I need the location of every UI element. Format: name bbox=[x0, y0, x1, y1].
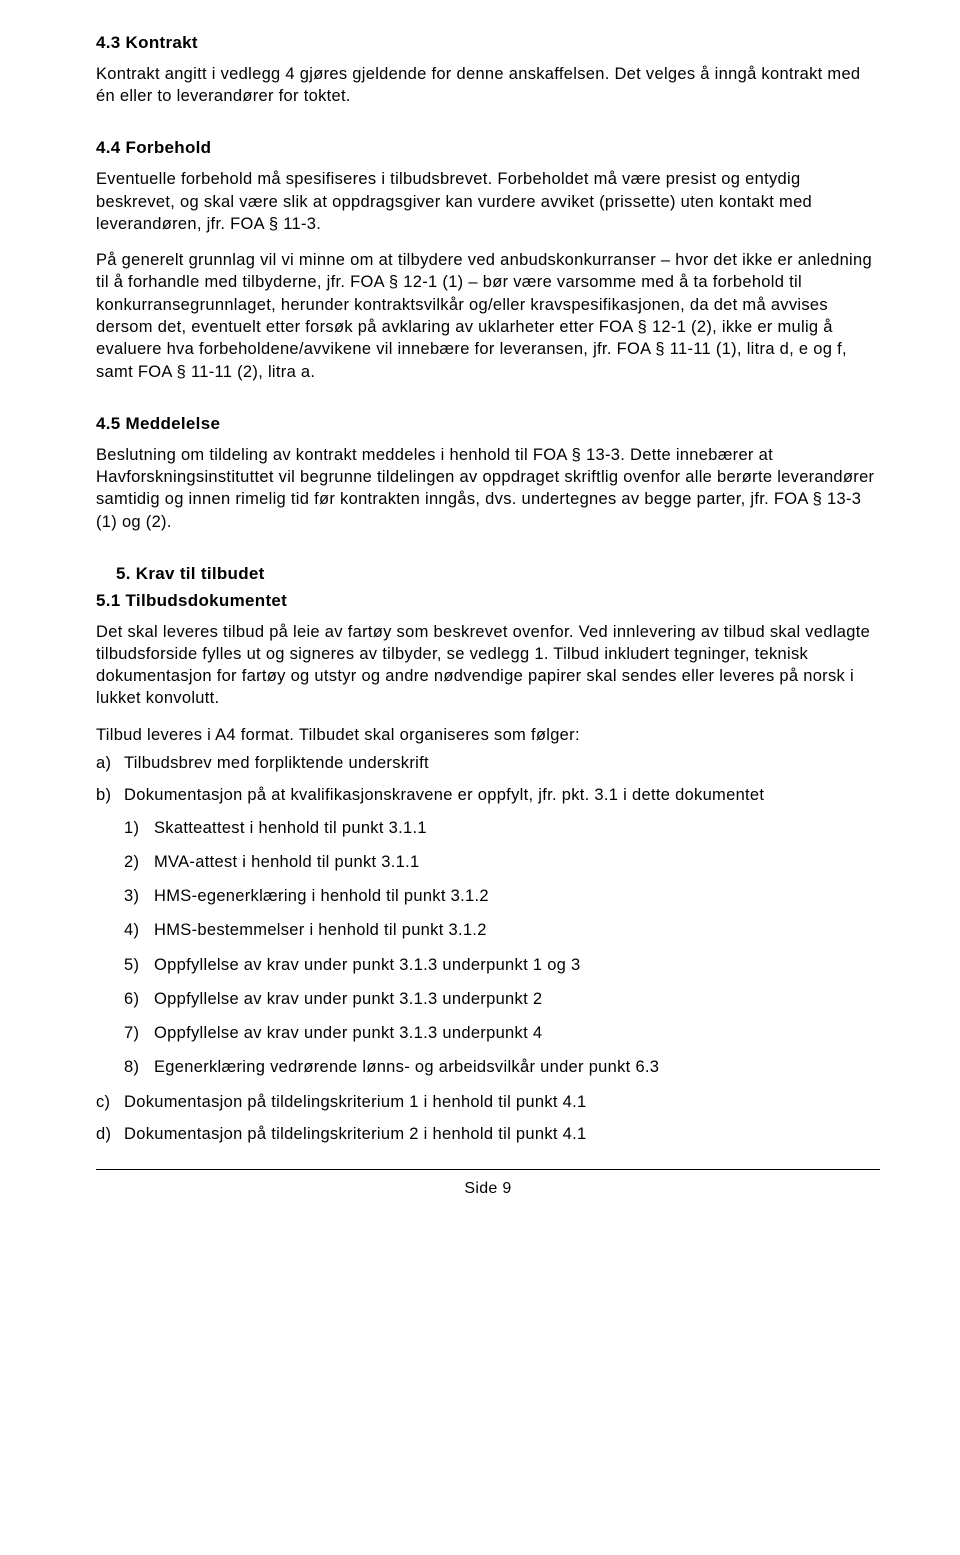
list-item-b1-text: Skatteattest i henhold til punkt 3.1.1 bbox=[154, 819, 427, 837]
list-item-b8: Egenerklæring vedrørende lønns- og arbei… bbox=[154, 1056, 880, 1078]
list-item-c-text: Dokumentasjon på tildelingskriterium 1 i… bbox=[124, 1093, 587, 1111]
list-item-b5-text: Oppfyllelse av krav under punkt 3.1.3 un… bbox=[154, 956, 581, 974]
list-item-b: Dokumentasjon på at kvalifikasjonskraven… bbox=[124, 784, 880, 1078]
list-item-b6: Oppfyllelse av krav under punkt 3.1.3 un… bbox=[154, 988, 880, 1010]
heading-5-1: 5.1 Tilbudsdokumentet bbox=[96, 590, 880, 613]
list-item-c: Dokumentasjon på tildelingskriterium 1 i… bbox=[124, 1091, 880, 1113]
list-alpha: Tilbudsbrev med forpliktende underskrift… bbox=[96, 752, 880, 1145]
section-5: 5. Krav til tilbudet bbox=[96, 563, 880, 586]
heading-5: 5. Krav til tilbudet bbox=[116, 563, 880, 586]
list-item-d-text: Dokumentasjon på tildelingskriterium 2 i… bbox=[124, 1125, 587, 1143]
list-item-b8-text: Egenerklæring vedrørende lønns- og arbei… bbox=[154, 1058, 659, 1076]
footer-rule bbox=[96, 1169, 880, 1170]
section-4-5: 4.5 Meddelelse Beslutning om tildeling a… bbox=[96, 413, 880, 533]
list-item-b3: HMS-egenerklæring i henhold til punkt 3.… bbox=[154, 885, 880, 907]
list-item-b5: Oppfyllelse av krav under punkt 3.1.3 un… bbox=[154, 954, 880, 976]
list-item-b3-text: HMS-egenerklæring i henhold til punkt 3.… bbox=[154, 887, 489, 905]
list-numeric: Skatteattest i henhold til punkt 3.1.1 M… bbox=[124, 817, 880, 1079]
list-item-b2-text: MVA-attest i henhold til punkt 3.1.1 bbox=[154, 853, 419, 871]
list-item-b4: HMS-bestemmelser i henhold til punkt 3.1… bbox=[154, 919, 880, 941]
list-item-b6-text: Oppfyllelse av krav under punkt 3.1.3 un… bbox=[154, 990, 542, 1008]
heading-4-4: 4.4 Forbehold bbox=[96, 137, 880, 160]
list-item-b7: Oppfyllelse av krav under punkt 3.1.3 un… bbox=[154, 1022, 880, 1044]
list-item-b1: Skatteattest i henhold til punkt 3.1.1 bbox=[154, 817, 880, 839]
list-item-a: Tilbudsbrev med forpliktende underskrift bbox=[124, 752, 880, 774]
page-number: Side 9 bbox=[96, 1178, 880, 1200]
section-4-4: 4.4 Forbehold Eventuelle forbehold må sp… bbox=[96, 137, 880, 382]
list-item-b2: MVA-attest i henhold til punkt 3.1.1 bbox=[154, 851, 880, 873]
list-item-a-text: Tilbudsbrev med forpliktende underskrift bbox=[124, 754, 429, 772]
list-item-b4-text: HMS-bestemmelser i henhold til punkt 3.1… bbox=[154, 921, 487, 939]
para-4-5-1: Beslutning om tildeling av kontrakt medd… bbox=[96, 444, 880, 533]
para-4-3-1: Kontrakt angitt i vedlegg 4 gjøres gjeld… bbox=[96, 63, 880, 108]
heading-4-3: 4.3 Kontrakt bbox=[96, 32, 880, 55]
list-item-d: Dokumentasjon på tildelingskriterium 2 i… bbox=[124, 1123, 880, 1145]
list-item-b7-text: Oppfyllelse av krav under punkt 3.1.3 un… bbox=[154, 1024, 542, 1042]
para-5-1-1: Det skal leveres tilbud på leie av fartø… bbox=[96, 621, 880, 710]
list-item-b-text: Dokumentasjon på at kvalifikasjonskraven… bbox=[124, 786, 764, 804]
section-5-1: 5.1 Tilbudsdokumentet Det skal leveres t… bbox=[96, 590, 880, 1145]
para-4-4-1: Eventuelle forbehold må spesifiseres i t… bbox=[96, 168, 880, 235]
section-4-3: 4.3 Kontrakt Kontrakt angitt i vedlegg 4… bbox=[96, 32, 880, 107]
heading-4-5: 4.5 Meddelelse bbox=[96, 413, 880, 436]
para-4-4-2: På generelt grunnlag vil vi minne om at … bbox=[96, 249, 880, 383]
para-5-1-2: Tilbud leveres i A4 format. Tilbudet ska… bbox=[96, 724, 880, 746]
